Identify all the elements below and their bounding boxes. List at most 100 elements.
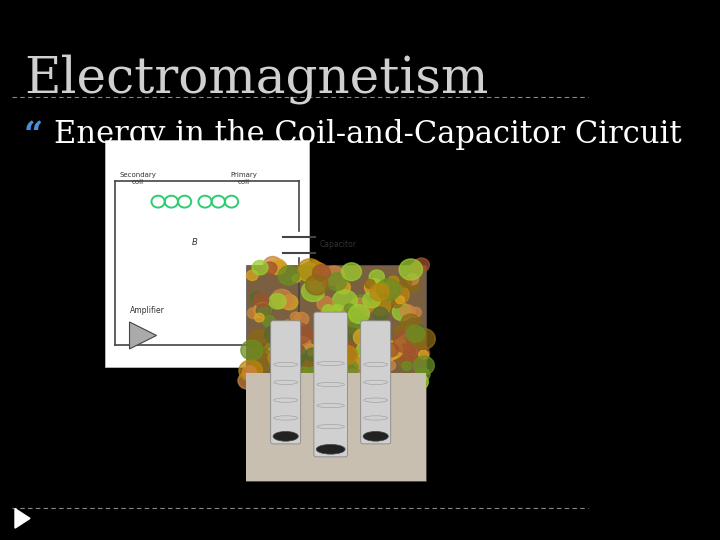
- Circle shape: [410, 374, 428, 390]
- Polygon shape: [15, 509, 30, 528]
- FancyBboxPatch shape: [105, 140, 309, 367]
- Circle shape: [404, 325, 422, 341]
- Circle shape: [344, 304, 354, 313]
- Circle shape: [317, 296, 333, 311]
- Circle shape: [325, 305, 348, 325]
- FancyBboxPatch shape: [246, 265, 426, 481]
- Circle shape: [302, 261, 324, 280]
- Circle shape: [341, 308, 356, 322]
- Circle shape: [315, 346, 336, 364]
- Circle shape: [292, 274, 301, 282]
- Circle shape: [383, 341, 402, 359]
- Circle shape: [354, 355, 370, 370]
- Text: Energy in the Coil-and-Capacitor Circuit: Energy in the Coil-and-Capacitor Circuit: [54, 119, 682, 151]
- Circle shape: [363, 292, 380, 308]
- Circle shape: [406, 274, 418, 285]
- Circle shape: [284, 372, 300, 386]
- Circle shape: [377, 279, 400, 300]
- Circle shape: [305, 275, 328, 295]
- Circle shape: [248, 308, 259, 319]
- Circle shape: [406, 326, 425, 342]
- Circle shape: [269, 259, 287, 274]
- Circle shape: [348, 305, 369, 323]
- Circle shape: [400, 278, 411, 287]
- Circle shape: [415, 325, 425, 333]
- Circle shape: [269, 294, 286, 309]
- Circle shape: [352, 295, 369, 310]
- Circle shape: [341, 360, 358, 376]
- Circle shape: [250, 349, 274, 371]
- Circle shape: [305, 348, 320, 361]
- Text: Electromagnetism: Electromagnetism: [24, 54, 488, 104]
- Circle shape: [397, 335, 415, 352]
- Circle shape: [410, 307, 421, 318]
- Circle shape: [241, 340, 263, 360]
- Circle shape: [409, 345, 430, 363]
- Circle shape: [413, 258, 429, 272]
- Circle shape: [292, 367, 317, 389]
- FancyBboxPatch shape: [314, 312, 348, 457]
- Circle shape: [238, 372, 256, 389]
- Circle shape: [251, 292, 262, 303]
- Circle shape: [315, 371, 340, 393]
- Circle shape: [373, 363, 391, 379]
- Circle shape: [337, 321, 348, 330]
- Circle shape: [406, 329, 426, 346]
- FancyBboxPatch shape: [361, 321, 391, 444]
- Circle shape: [384, 360, 395, 370]
- Text: Secondary
coil: Secondary coil: [120, 172, 156, 185]
- FancyBboxPatch shape: [246, 373, 426, 481]
- Circle shape: [356, 325, 372, 339]
- Circle shape: [402, 344, 417, 358]
- Circle shape: [243, 366, 256, 379]
- Circle shape: [415, 368, 430, 381]
- Text: Capacitor: Capacitor: [319, 240, 356, 249]
- Circle shape: [271, 289, 292, 308]
- Circle shape: [282, 343, 306, 366]
- Circle shape: [356, 342, 374, 358]
- Circle shape: [413, 356, 434, 375]
- Circle shape: [252, 260, 268, 275]
- Circle shape: [284, 372, 298, 385]
- Circle shape: [305, 262, 329, 284]
- Circle shape: [269, 353, 288, 370]
- Circle shape: [326, 368, 338, 379]
- Circle shape: [337, 346, 358, 365]
- Circle shape: [369, 270, 384, 284]
- Circle shape: [283, 320, 292, 328]
- Circle shape: [379, 342, 400, 361]
- Circle shape: [344, 308, 365, 327]
- Circle shape: [271, 261, 287, 275]
- FancyBboxPatch shape: [271, 321, 301, 444]
- Circle shape: [325, 374, 343, 390]
- Circle shape: [349, 298, 371, 318]
- Circle shape: [394, 330, 418, 353]
- Circle shape: [287, 353, 312, 375]
- Circle shape: [323, 266, 345, 286]
- Circle shape: [239, 360, 262, 381]
- Circle shape: [302, 281, 325, 301]
- Circle shape: [324, 327, 347, 348]
- Circle shape: [370, 284, 389, 301]
- Circle shape: [308, 275, 326, 291]
- Text: B: B: [192, 238, 198, 247]
- Circle shape: [282, 339, 302, 357]
- Circle shape: [246, 270, 258, 281]
- Circle shape: [334, 325, 359, 347]
- Circle shape: [370, 297, 391, 315]
- Circle shape: [336, 314, 347, 324]
- Circle shape: [418, 350, 428, 359]
- Circle shape: [285, 336, 296, 346]
- Circle shape: [373, 307, 388, 321]
- Circle shape: [320, 306, 343, 327]
- Ellipse shape: [316, 444, 345, 454]
- Circle shape: [305, 372, 328, 392]
- Circle shape: [298, 259, 322, 281]
- Circle shape: [385, 342, 397, 353]
- Circle shape: [365, 279, 375, 288]
- Circle shape: [399, 259, 423, 280]
- Circle shape: [312, 325, 336, 347]
- Circle shape: [323, 305, 334, 315]
- Circle shape: [254, 313, 264, 322]
- Circle shape: [317, 347, 340, 368]
